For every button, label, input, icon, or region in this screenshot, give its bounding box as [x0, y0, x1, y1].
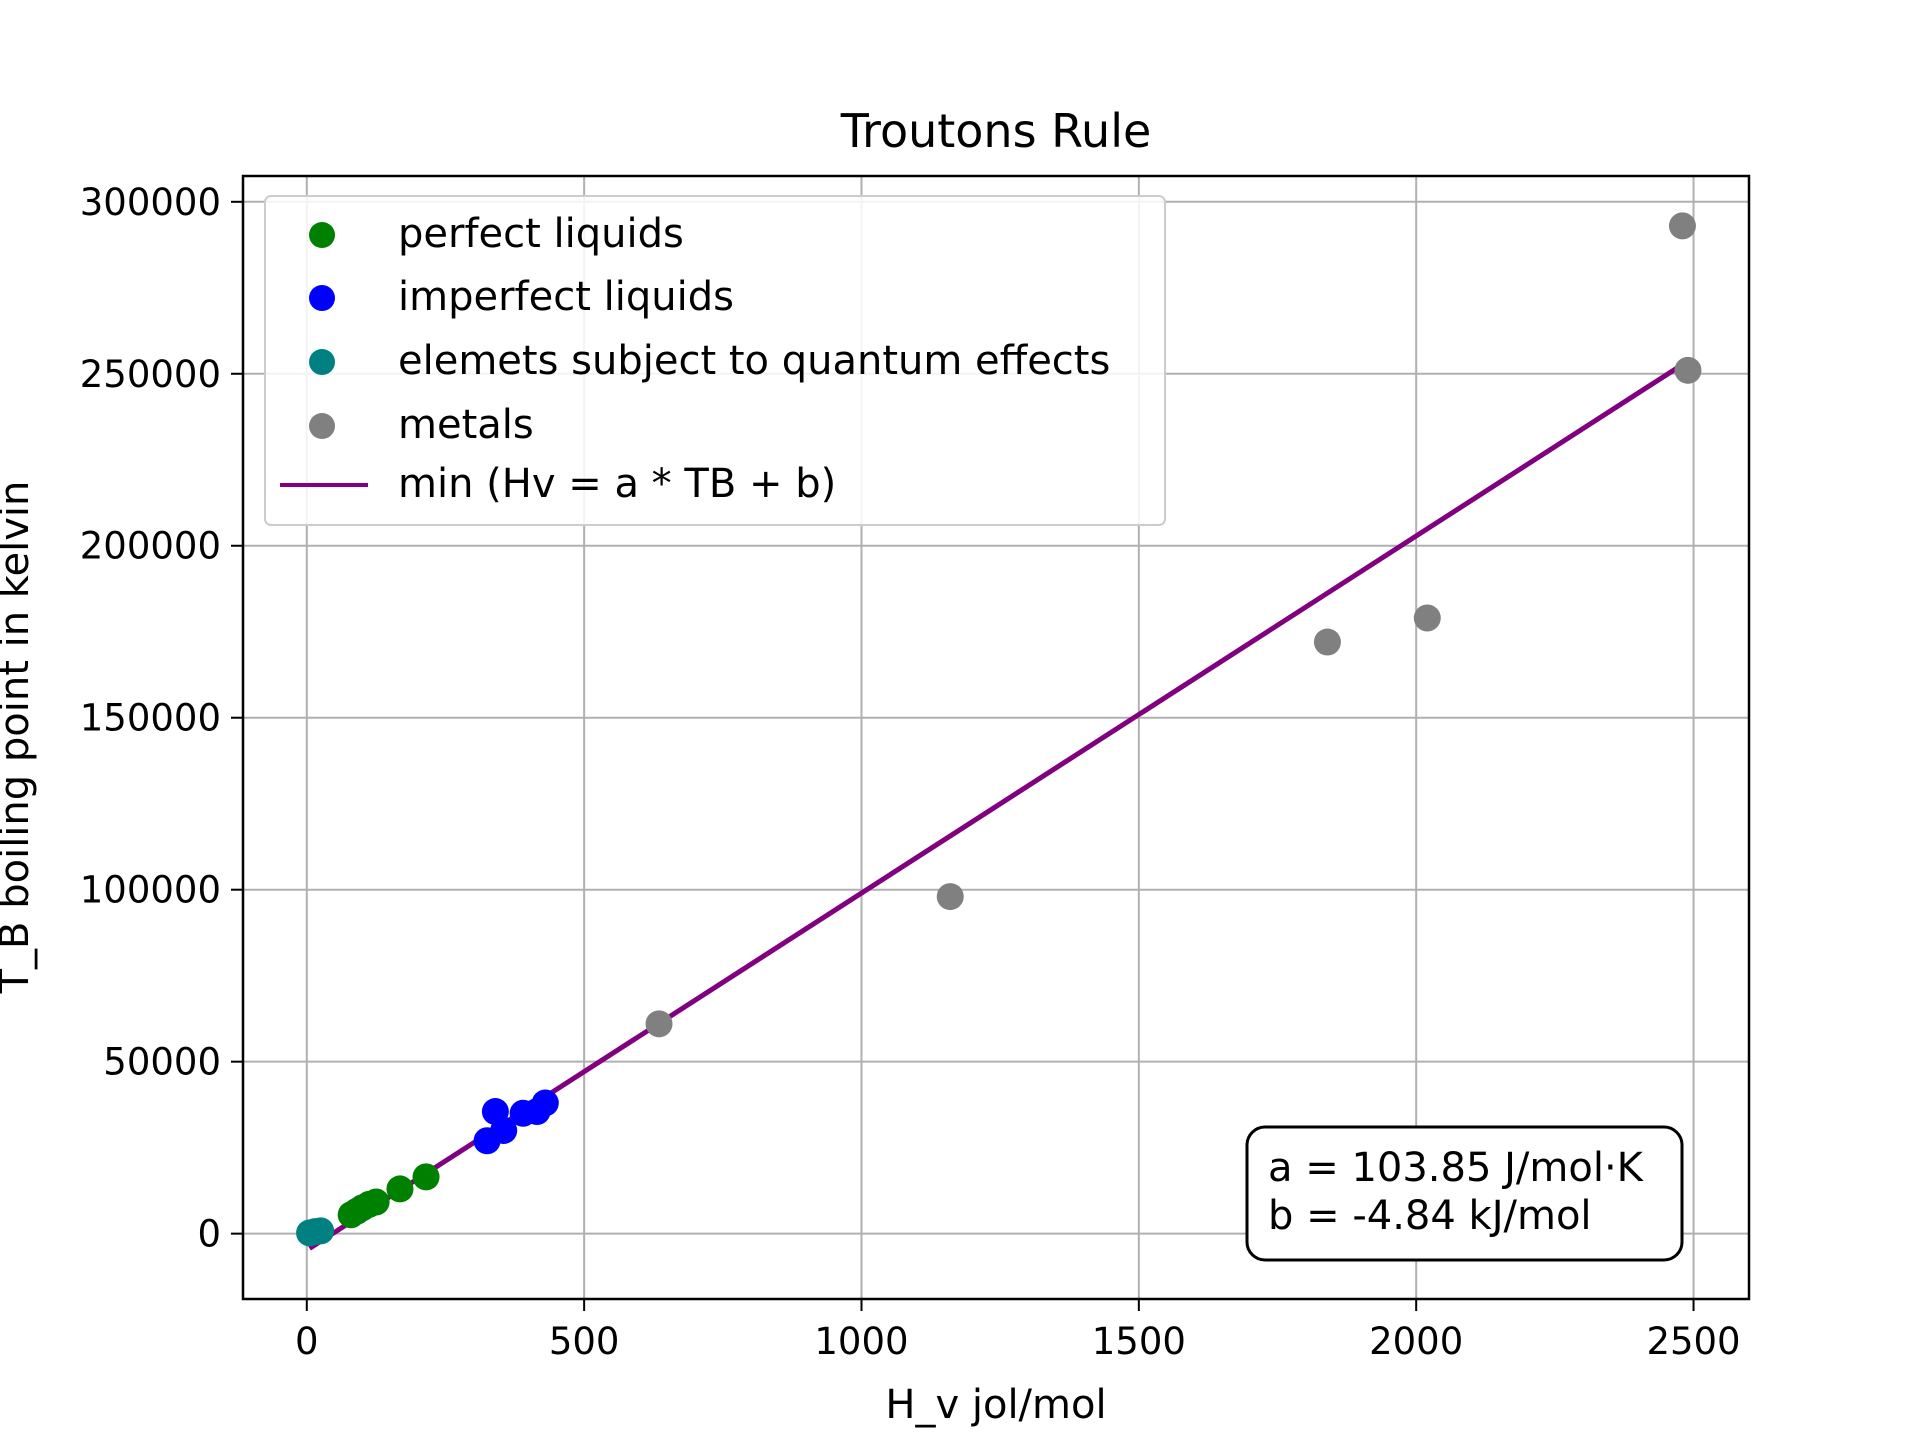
- y-tick-label: 200000: [80, 525, 221, 568]
- x-axis-title: H_v jol/mol: [885, 1382, 1106, 1428]
- point-imperfect-liquids: [531, 1089, 559, 1117]
- fit-parameter-a: a = 103.85 J/mol·K: [1268, 1145, 1645, 1191]
- x-axis: 0 500 1000 1500 2000 2500: [295, 1299, 1741, 1363]
- point-metals: [1668, 212, 1696, 240]
- scatter-points: [296, 212, 1702, 1247]
- y-tick-label: 100000: [80, 869, 221, 912]
- x-tick-label: 2500: [1646, 1320, 1740, 1363]
- fit-parameters-frame: [1245, 1125, 1684, 1262]
- point-metals: [936, 883, 964, 911]
- point-metals: [1413, 604, 1441, 632]
- x-tick-label: 1000: [814, 1320, 908, 1363]
- point-metals: [1313, 628, 1341, 656]
- legend-marker-quantum-elements: [309, 349, 335, 375]
- point-metals: [645, 1010, 673, 1038]
- plot-frame: [241, 174, 1751, 1301]
- fit-parameters-box: a = 103.85 J/mol·K b = -4.84 kJ/mol: [1245, 1125, 1684, 1262]
- fit-parameter-b: b = -4.84 kJ/mol: [1268, 1193, 1592, 1239]
- legend-marker-perfect-liquids: [309, 222, 335, 248]
- y-tick-label: 50000: [103, 1041, 221, 1084]
- point-perfect-liquids: [362, 1188, 390, 1216]
- point-metals: [1674, 356, 1702, 384]
- x-tick-label: 2000: [1369, 1320, 1463, 1363]
- chart-title: Troutons Rule: [840, 104, 1152, 158]
- point-perfect-liquids: [386, 1175, 414, 1203]
- legend-label-quantum-elements: elemets subject to quantum effects: [398, 338, 1110, 384]
- legend-frame: [264, 195, 1166, 526]
- legend-label-fit-line: min (Hv = a * TB + b): [398, 461, 836, 507]
- y-tick-label: 250000: [80, 353, 221, 396]
- legend-label-perfect-liquids: perfect liquids: [398, 211, 684, 257]
- y-axis-title: T_B boiling point in kelvin: [0, 481, 38, 995]
- point-elemets-subject-to-quantum-effects: [307, 1217, 335, 1245]
- legend-label-imperfect-liquids: imperfect liquids: [398, 274, 734, 320]
- x-tick-label: 1500: [1092, 1320, 1186, 1363]
- y-tick-label: 0: [197, 1213, 221, 1256]
- legend-marker-imperfect-liquids: [309, 285, 335, 311]
- y-tick-label: 150000: [80, 697, 221, 740]
- legend-label-metals: metals: [398, 402, 534, 448]
- legend-marker-metals: [309, 413, 335, 439]
- y-axis: 0 50000 100000 150000 200000 250000 300000: [80, 181, 243, 1256]
- x-tick-label: 0: [295, 1320, 319, 1363]
- point-imperfect-liquids: [490, 1116, 518, 1144]
- x-tick-label: 500: [549, 1320, 620, 1363]
- y-tick-label: 300000: [80, 181, 221, 224]
- legend: perfect liquids imperfect liquids elemet…: [264, 195, 1166, 526]
- point-perfect-liquids: [412, 1163, 440, 1191]
